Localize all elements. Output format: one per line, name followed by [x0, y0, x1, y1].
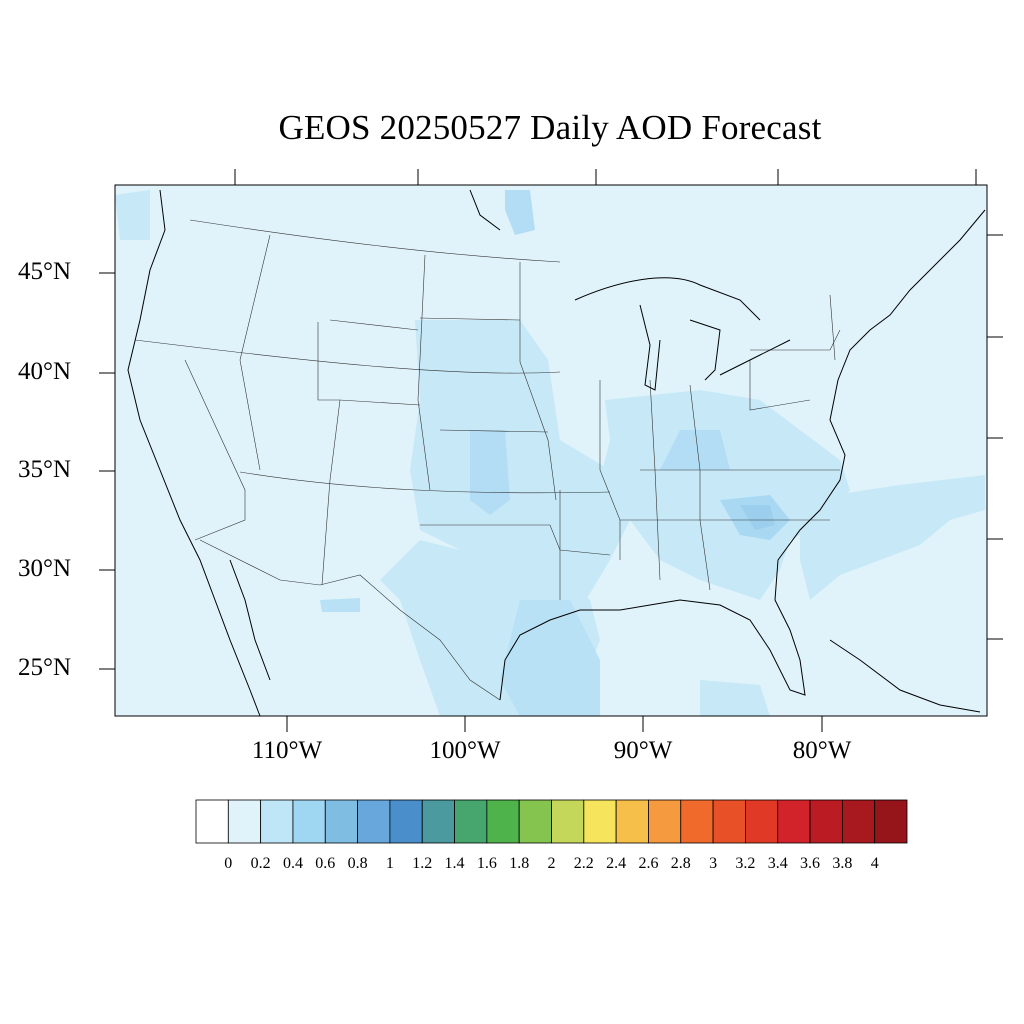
colorbar-box	[195, 799, 229, 844]
state-boundaries	[134, 219, 841, 701]
colorbar-tick-label: 0.4	[283, 855, 303, 872]
colorbar-box	[583, 799, 617, 844]
colorbar-tick-label: 2	[547, 855, 556, 872]
lat-label-25: 25°N	[18, 654, 72, 681]
colorbar-tick-label: 1.4	[444, 855, 465, 872]
lon-label-90w: 90°W	[613, 737, 673, 764]
colorbar-box	[389, 799, 423, 844]
colorbar-box	[841, 799, 876, 844]
colorbar-tick-label: 3.8	[832, 855, 853, 872]
colorbar	[195, 799, 908, 844]
colorbar-box	[421, 799, 455, 844]
colorbar-tick-label: 1.2	[412, 855, 433, 872]
colorbar-box	[260, 799, 294, 844]
colorbar-box	[874, 799, 908, 844]
colorbar-tick-label: 1	[385, 855, 394, 872]
colorbar-tick-label: 3.4	[767, 855, 788, 872]
colorbar-box	[809, 799, 843, 844]
lat-label-30: 30°N	[18, 555, 72, 582]
colorbar-tick-label: 0.2	[250, 855, 271, 872]
colorbar-tick-label: 4	[870, 855, 879, 872]
colorbar-tick-label: 1.8	[509, 855, 530, 872]
colorbar-box	[712, 799, 746, 844]
colorbar-tick-label: 0.6	[315, 855, 336, 872]
colorbar-box	[551, 799, 585, 844]
colorbar-tick-label: 2.8	[670, 855, 691, 872]
colorbar-box	[615, 799, 649, 844]
colorbar-box	[518, 799, 552, 844]
colorbar-box	[227, 799, 262, 844]
colorbar-box	[680, 799, 714, 844]
map-ticks	[99, 169, 1003, 732]
colorbar-tick-label: 3	[709, 855, 718, 872]
coastline	[127, 189, 986, 717]
colorbar-tick-label: 0.8	[347, 855, 368, 872]
lon-label-80w: 80°W	[792, 737, 852, 764]
colorbar-tick-label: 2.6	[638, 855, 659, 872]
colorbar-tick-label: 2.2	[573, 855, 594, 872]
colorbar-box	[777, 799, 811, 844]
colorbar-box	[324, 799, 358, 844]
colorbar-box	[486, 799, 520, 844]
colorbar-box	[454, 799, 488, 844]
colorbar-tick-label: 3.6	[800, 855, 820, 872]
colorbar-tick-label: 3.2	[735, 855, 756, 872]
map-title: GEOS 20250527 Daily AOD Forecast	[278, 108, 822, 147]
colorbar-tick-label: 2.4	[606, 855, 627, 872]
colorbar-box	[648, 799, 682, 844]
lon-label-110w: 110°W	[251, 737, 323, 764]
colorbar-box	[357, 799, 391, 844]
lat-label-45: 45°N	[18, 258, 72, 285]
lat-label-35: 35°N	[18, 456, 72, 483]
map-frame	[114, 184, 988, 717]
lat-label-40: 40°N	[18, 358, 72, 385]
lon-label-100w: 100°W	[429, 737, 501, 764]
aod-shading	[115, 190, 985, 716]
colorbar-tick-label: 0	[224, 855, 233, 872]
colorbar-box	[292, 799, 326, 844]
colorbar-tick-label: 1.6	[476, 855, 497, 872]
colorbar-box	[745, 799, 779, 844]
